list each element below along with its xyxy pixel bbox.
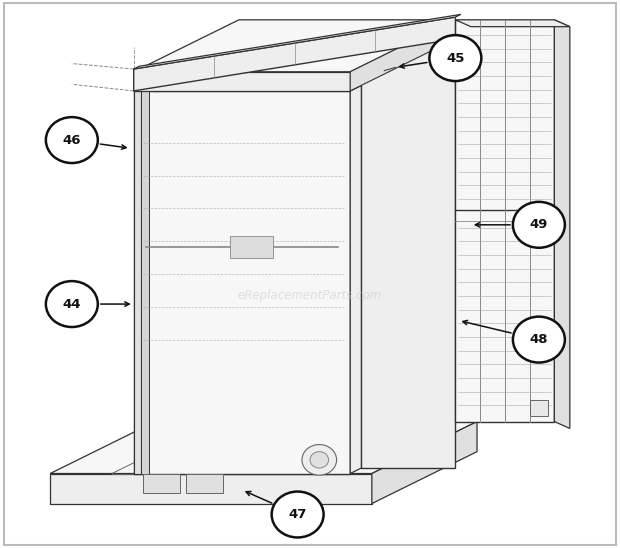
Circle shape [46, 281, 98, 327]
Polygon shape [350, 85, 361, 473]
Circle shape [513, 202, 565, 248]
Polygon shape [229, 236, 273, 258]
Polygon shape [134, 17, 455, 91]
Polygon shape [361, 20, 455, 468]
Polygon shape [50, 473, 372, 504]
Polygon shape [134, 20, 455, 72]
Polygon shape [529, 399, 548, 416]
Polygon shape [134, 85, 361, 91]
Circle shape [430, 35, 481, 81]
Circle shape [310, 452, 329, 468]
Polygon shape [554, 20, 570, 429]
Text: 48: 48 [529, 333, 548, 346]
Polygon shape [134, 85, 160, 91]
Polygon shape [50, 421, 477, 473]
Text: 46: 46 [63, 134, 81, 146]
Text: 44: 44 [63, 298, 81, 311]
Circle shape [302, 444, 337, 475]
Polygon shape [141, 91, 149, 473]
Text: 49: 49 [529, 218, 548, 231]
Circle shape [46, 117, 98, 163]
Polygon shape [134, 14, 461, 69]
Text: 47: 47 [288, 508, 307, 521]
Polygon shape [455, 20, 570, 27]
Polygon shape [372, 421, 477, 504]
Polygon shape [143, 473, 180, 493]
Polygon shape [134, 91, 141, 473]
Polygon shape [186, 473, 223, 493]
Polygon shape [455, 20, 554, 421]
Circle shape [513, 317, 565, 363]
Text: eReplacementParts.com: eReplacementParts.com [238, 289, 382, 302]
Text: 45: 45 [446, 52, 464, 65]
Polygon shape [134, 72, 350, 91]
Polygon shape [134, 91, 350, 473]
Polygon shape [350, 20, 455, 91]
Circle shape [272, 492, 324, 538]
